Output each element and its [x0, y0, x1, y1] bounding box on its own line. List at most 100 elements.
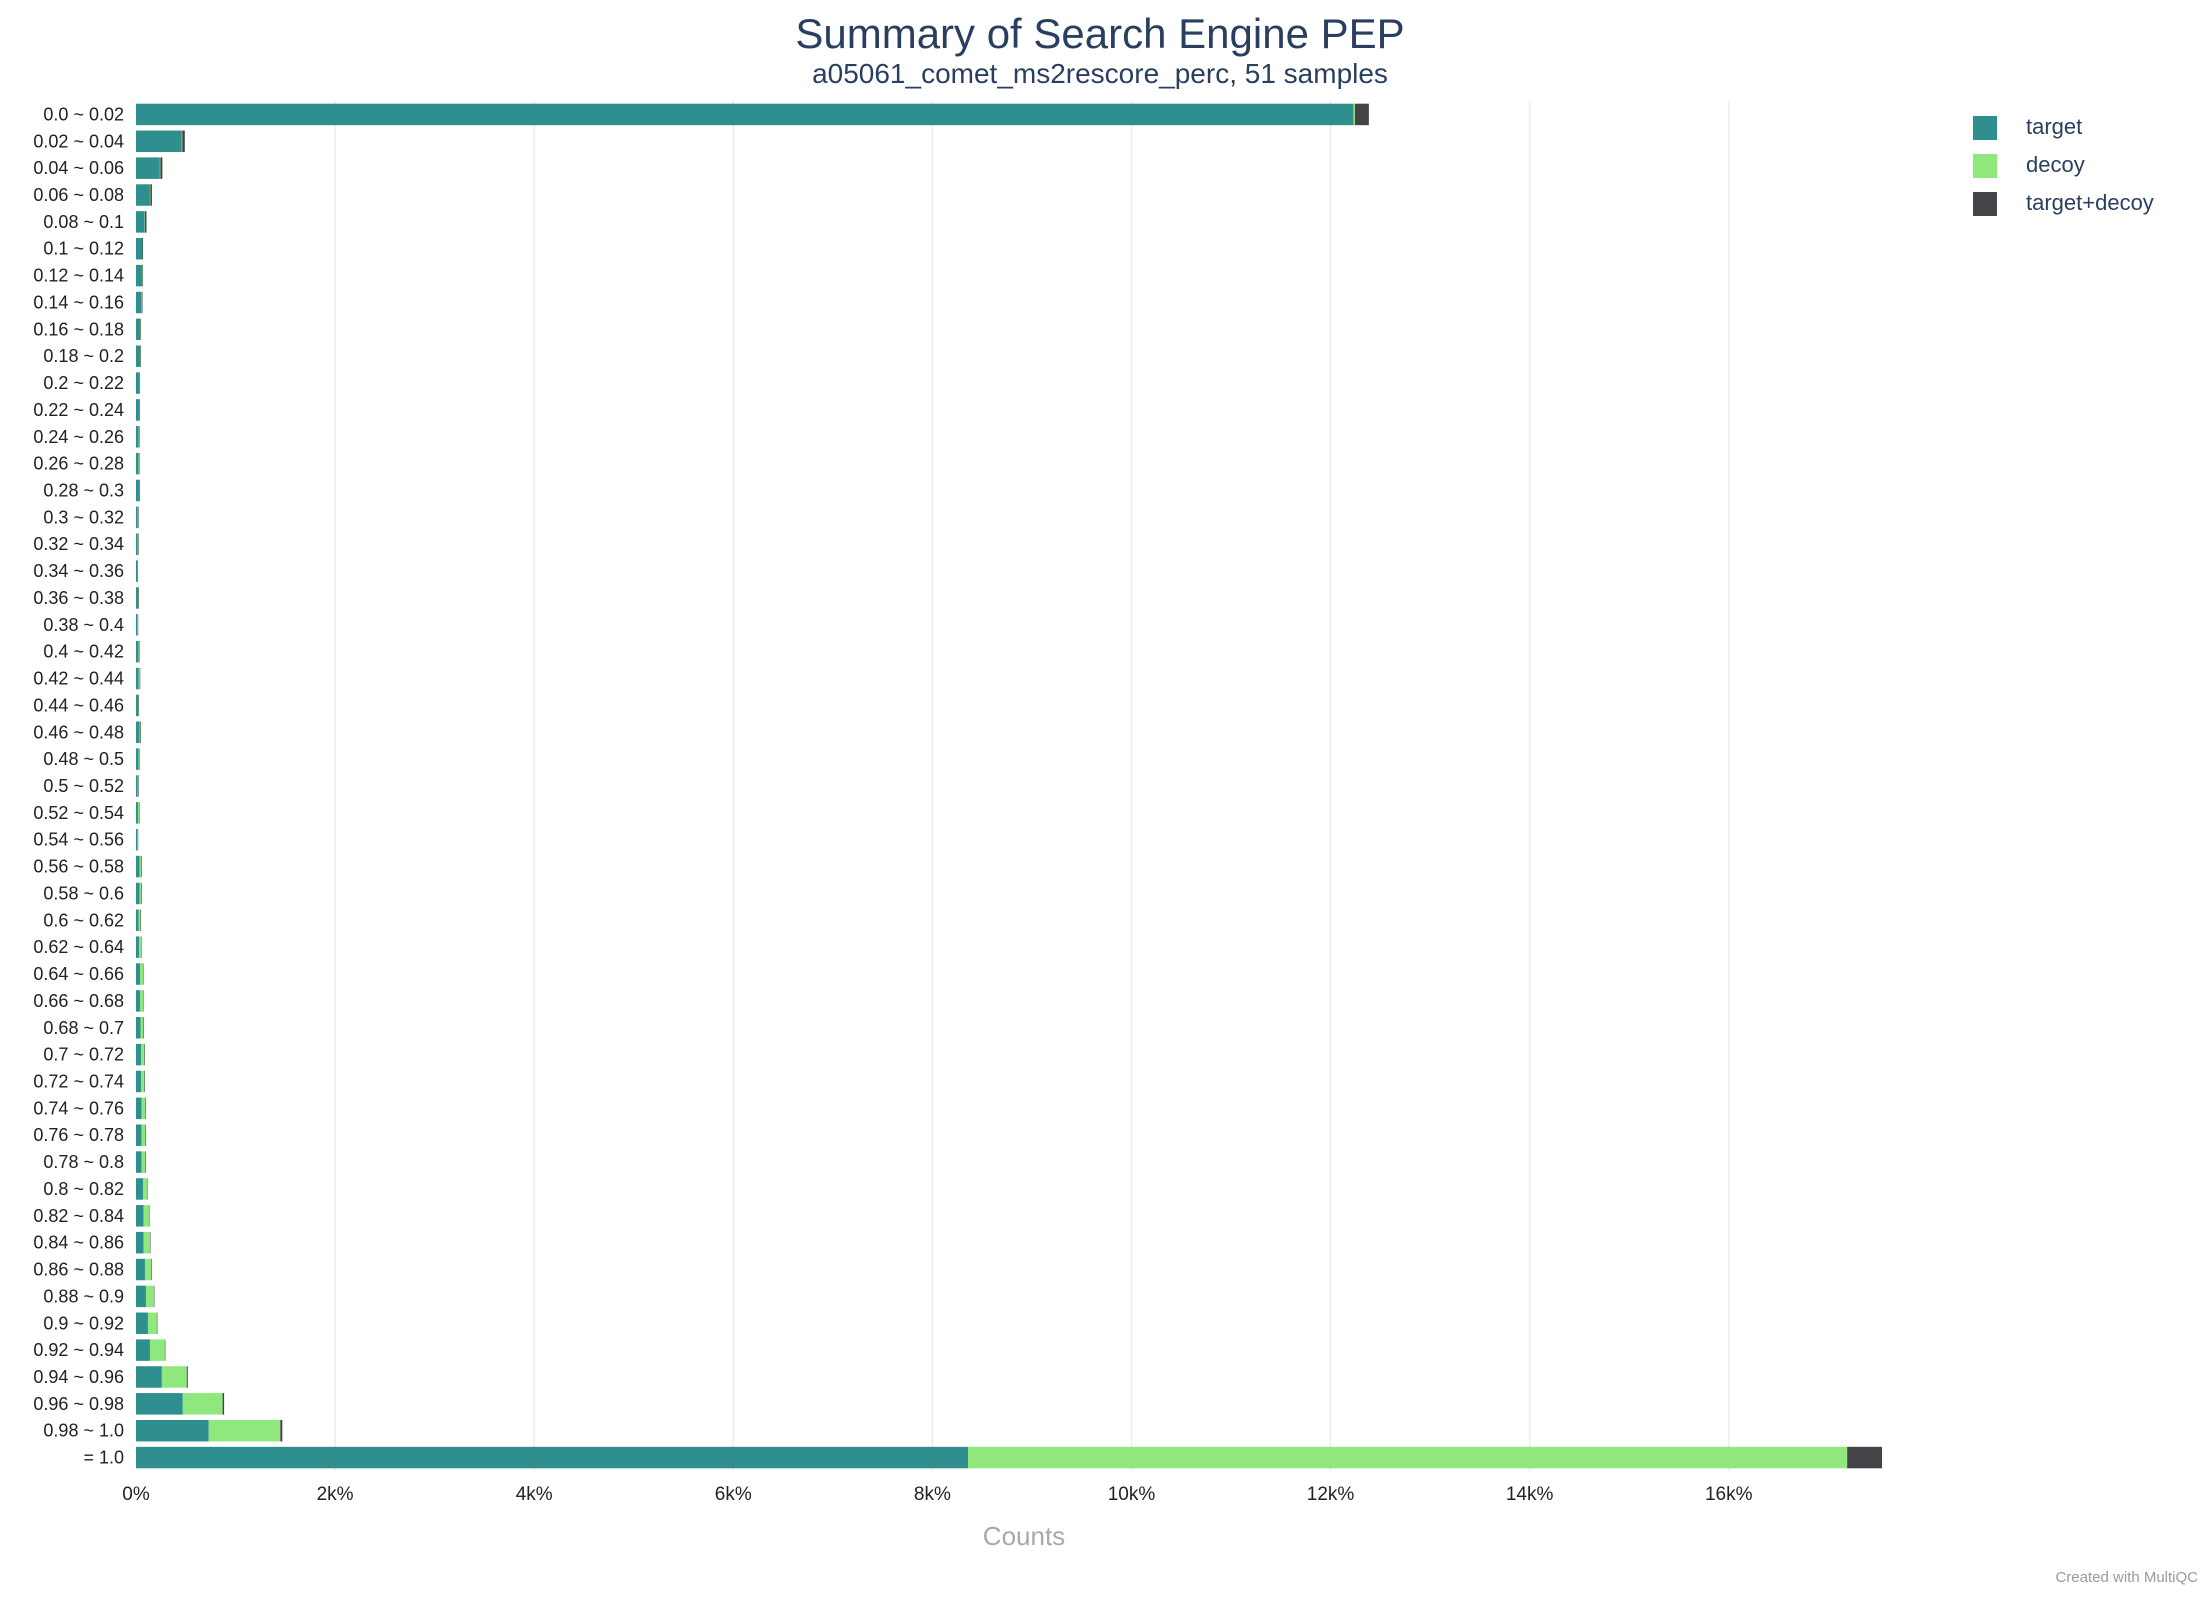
bar-segment-target[interactable]	[136, 1151, 142, 1173]
bar-segment-decoy[interactable]	[137, 775, 139, 797]
bar-segment-target[interactable]	[136, 1393, 183, 1415]
bar-segment-decoy[interactable]	[137, 802, 139, 824]
bar-segment-target-decoy[interactable]	[138, 587, 139, 609]
bar-segment-target[interactable]	[136, 1339, 150, 1361]
bar-segment-target-decoy[interactable]	[141, 855, 142, 878]
bar-segment-target-decoy[interactable]	[139, 399, 140, 421]
bar-segment-decoy[interactable]	[137, 694, 139, 717]
bar-segment-target[interactable]	[136, 264, 142, 287]
bar-segment-target-decoy[interactable]	[138, 748, 140, 770]
bar-segment-target[interactable]	[136, 318, 140, 341]
bar-segment-target-decoy[interactable]	[140, 345, 141, 367]
bar-segment-decoy[interactable]	[141, 264, 143, 287]
bar-segment-target[interactable]	[136, 399, 139, 421]
bar-segment-target[interactable]	[136, 452, 139, 475]
bar-segment-decoy[interactable]	[138, 399, 140, 421]
bar-segment-target-decoy[interactable]	[137, 828, 139, 851]
bar-segment-target[interactable]	[136, 1017, 141, 1039]
bar-segment-target[interactable]	[136, 748, 139, 770]
bar-segment-decoy[interactable]	[140, 1017, 144, 1039]
bar-segment-decoy[interactable]	[208, 1419, 281, 1442]
bar-segment-target[interactable]	[136, 667, 139, 690]
bar-segment-decoy[interactable]	[138, 748, 139, 770]
bar-segment-decoy[interactable]	[137, 506, 139, 529]
bar-segment-target-decoy[interactable]	[153, 1285, 155, 1308]
bar-segment-target[interactable]	[136, 1446, 969, 1469]
bar-segment-target-decoy[interactable]	[139, 479, 140, 502]
bar-segment-target[interactable]	[136, 211, 145, 233]
bar-segment-target-decoy[interactable]	[145, 1124, 146, 1146]
bar-segment-target[interactable]	[136, 1419, 209, 1442]
bar-segment-target[interactable]	[136, 157, 160, 179]
bar-segment-target[interactable]	[136, 909, 139, 932]
bar-segment-target-decoy[interactable]	[140, 318, 141, 341]
bar-segment-target-decoy[interactable]	[139, 426, 140, 448]
bar-segment-decoy[interactable]	[140, 1070, 145, 1093]
bar-segment-target-decoy[interactable]	[146, 1178, 148, 1200]
bar-segment-decoy[interactable]	[137, 587, 139, 609]
bar-segment-decoy[interactable]	[139, 721, 141, 744]
bar-segment-target[interactable]	[136, 103, 1354, 126]
bar-segment-target[interactable]	[136, 828, 138, 851]
bar-segment-target-decoy[interactable]	[140, 909, 141, 932]
bar-segment-target-decoy[interactable]	[149, 1231, 151, 1254]
bars[interactable]	[136, 103, 1883, 1469]
bar-segment-decoy[interactable]	[139, 990, 143, 1012]
bar-segment-target-decoy[interactable]	[142, 264, 143, 287]
bar-segment-target[interactable]	[136, 1285, 146, 1308]
bar-segment-target-decoy[interactable]	[280, 1419, 283, 1442]
bar-segment-decoy[interactable]	[137, 614, 138, 636]
bar-segment-target-decoy[interactable]	[137, 560, 138, 582]
bar-segment-target[interactable]	[136, 372, 139, 394]
bar-segment-target[interactable]	[136, 238, 143, 260]
bar-segment-decoy[interactable]	[1353, 103, 1355, 126]
bar-segment-target[interactable]	[136, 130, 182, 153]
bar-segment-decoy[interactable]	[139, 855, 142, 878]
bar-segment-target-decoy[interactable]	[140, 936, 142, 958]
bar-segment-decoy[interactable]	[138, 479, 140, 502]
bar-segment-target[interactable]	[136, 614, 138, 636]
bar-segment-target[interactable]	[136, 775, 138, 797]
bar-segment-decoy[interactable]	[137, 533, 139, 555]
bar-segment-target[interactable]	[136, 479, 139, 502]
bar-segment-target[interactable]	[136, 345, 140, 367]
bar-segment-target-decoy[interactable]	[144, 1043, 145, 1066]
bar-segment-decoy[interactable]	[144, 211, 145, 233]
bar-segment-decoy[interactable]	[138, 667, 140, 690]
bar-segment-decoy[interactable]	[968, 1446, 1848, 1469]
bar-segment-target[interactable]	[136, 587, 138, 609]
bar-segment-target-decoy[interactable]	[143, 1017, 144, 1039]
bar-segment-target[interactable]	[136, 882, 140, 905]
bar-segment-target-decoy[interactable]	[138, 506, 139, 529]
bar-segment-target-decoy[interactable]	[148, 1205, 150, 1227]
bar-segment-decoy[interactable]	[143, 1231, 150, 1254]
bar-segment-target[interactable]	[136, 1178, 143, 1200]
bar-segment-target-decoy[interactable]	[142, 238, 143, 260]
bar-segment-target-decoy[interactable]	[1354, 103, 1369, 126]
bar-segment-target-decoy[interactable]	[138, 694, 139, 717]
bar-segment-target[interactable]	[136, 1231, 144, 1254]
bar-segment-target[interactable]	[136, 1366, 162, 1388]
bar-segment-decoy[interactable]	[139, 345, 141, 367]
bar-segment-target-decoy[interactable]	[144, 1070, 145, 1093]
bar-segment-target-decoy[interactable]	[142, 990, 144, 1012]
bar-segment-target[interactable]	[136, 1205, 144, 1227]
bar-segment-target-decoy[interactable]	[186, 1366, 188, 1388]
bar-segment-target-decoy[interactable]	[160, 157, 163, 179]
bar-segment-target-decoy[interactable]	[138, 533, 139, 555]
bar-segment-target-decoy[interactable]	[150, 184, 152, 206]
bar-segment-target[interactable]	[136, 1043, 141, 1066]
bar-segment-target[interactable]	[136, 560, 137, 582]
bar-segment-decoy[interactable]	[159, 157, 161, 179]
bar-segment-decoy[interactable]	[161, 1366, 187, 1388]
bar-segment-decoy[interactable]	[141, 1151, 146, 1173]
bar-segment-target[interactable]	[136, 426, 139, 448]
bar-segment-decoy[interactable]	[138, 909, 141, 932]
bar-segment-target[interactable]	[136, 184, 150, 206]
bar-segment-decoy[interactable]	[141, 1124, 146, 1146]
bar-segment-target-decoy[interactable]	[182, 130, 185, 153]
bar-segment-target-decoy[interactable]	[156, 1312, 158, 1334]
bar-segment-decoy[interactable]	[147, 1312, 157, 1334]
bar-segment-target[interactable]	[136, 802, 138, 824]
